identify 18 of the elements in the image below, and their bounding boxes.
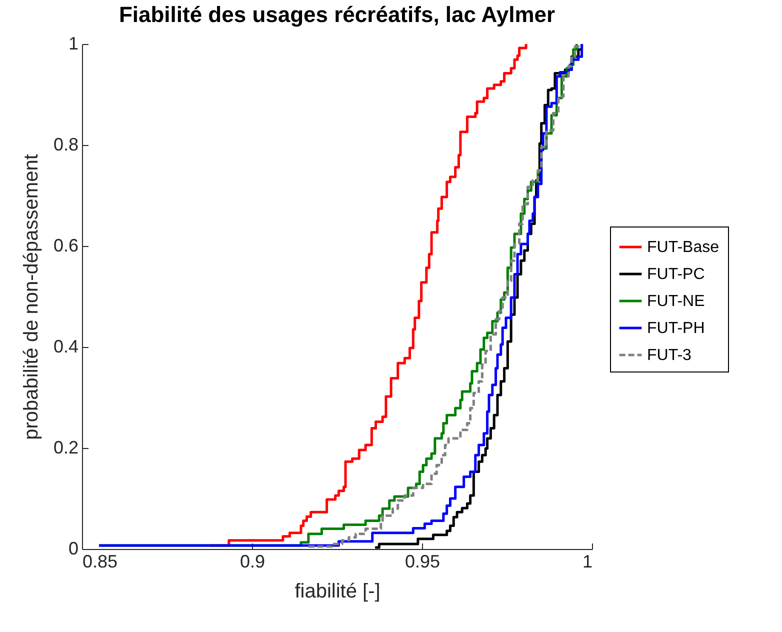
y-tick-label: 0 bbox=[68, 538, 78, 558]
chart-title: Fiabilité des usages récréatifs, lac Aylmer bbox=[118, 2, 556, 27]
x-axis-title: fiabilité [-] bbox=[294, 580, 380, 602]
x-tick-label: 0.85 bbox=[82, 552, 118, 572]
y-tick-label: 1 bbox=[68, 34, 78, 54]
legend-label: FUT-3 bbox=[647, 347, 692, 364]
y-tick-label: 0.4 bbox=[53, 336, 78, 356]
x-tick-label: 0.9 bbox=[240, 552, 266, 572]
legend-label: FUT-NE bbox=[647, 293, 705, 310]
legend-label: FUT-PH bbox=[647, 320, 705, 337]
y-tick-label: 0.2 bbox=[53, 438, 78, 458]
y-tick-label: 0.6 bbox=[53, 236, 78, 256]
legend-label: FUT-PC bbox=[647, 266, 705, 283]
legend-label: FUT-Base bbox=[647, 239, 720, 256]
x-tick-label: 0.95 bbox=[404, 552, 440, 572]
y-axis-title: probabilité de non-dépassement bbox=[20, 154, 42, 440]
x-tick-label: 1 bbox=[582, 552, 592, 572]
y-tick-label: 0.8 bbox=[53, 134, 78, 154]
